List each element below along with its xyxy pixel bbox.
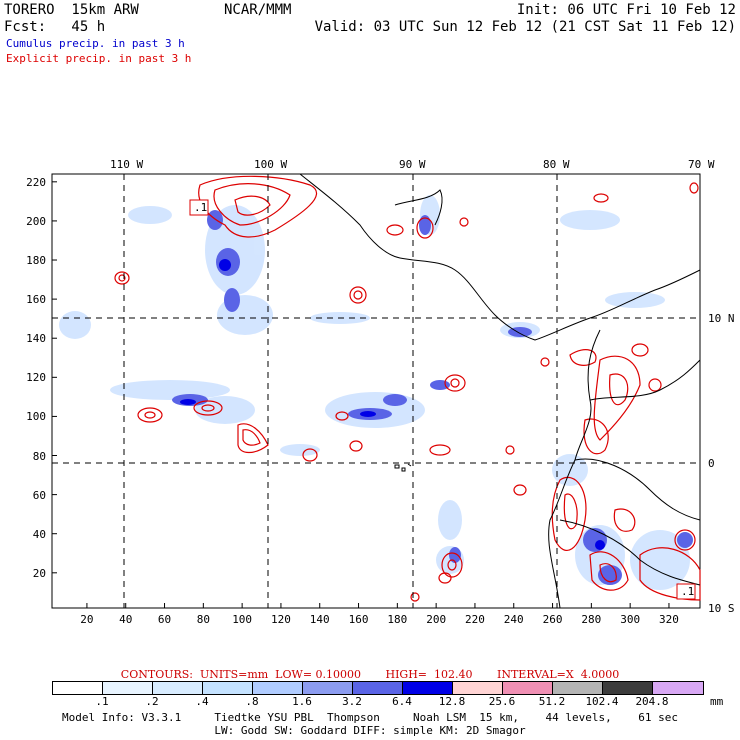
- box-label-2: .1: [681, 585, 695, 598]
- box-label-1: .1: [194, 201, 208, 214]
- explicit-precip-contours: [114, 175, 701, 602]
- x-tick-label: 40: [119, 613, 133, 626]
- lon-label-100w: 100 W: [254, 158, 288, 171]
- lat-label-10s: 10 S: [708, 602, 735, 615]
- cumulus-precip-areas: [59, 195, 693, 590]
- colorbar-label: 6.4: [392, 695, 412, 708]
- contour-info: CONTOURS: UNITS=mm LOW= 0.10000 HIGH= 10…: [120, 668, 620, 681]
- x-tick-label: 260: [542, 613, 563, 626]
- model-title: TORERO 15km ARW: [4, 2, 139, 18]
- field-cumulus-label: Cumulus precip. in past 3 h: [6, 37, 185, 50]
- x-tick-label: 120: [270, 613, 291, 626]
- x-tick-label: 320: [659, 613, 679, 626]
- x-tick-label: 80: [196, 613, 210, 626]
- colorbar-label: 1.6: [292, 695, 312, 708]
- colorbar-cell: [102, 681, 153, 695]
- forecast-hour: Fcst: 45 h: [4, 19, 106, 35]
- y-tick-label: 200: [26, 214, 46, 228]
- colorbar-cell: [302, 681, 353, 695]
- y-tick-label: 20: [32, 566, 46, 580]
- y-tick-label: 40: [32, 527, 46, 541]
- x-tick-label: 160: [348, 613, 369, 626]
- min-label-box-2: [676, 583, 696, 600]
- axis-ticks: [52, 181, 670, 608]
- lat-label-0: 0: [708, 457, 715, 470]
- y-tick-label: 180: [26, 254, 46, 268]
- colorbar-cell: [202, 681, 253, 695]
- init-time: Init: 06 UTC Fri 10 Feb 12: [516, 2, 736, 18]
- colorbar-cell: [252, 681, 303, 695]
- y-tick-label: 120: [26, 371, 46, 385]
- lon-label-110w: 110 W: [110, 158, 144, 171]
- y-tick-label: 80: [32, 449, 46, 463]
- colorbar-label: .2: [145, 695, 159, 708]
- x-tick-label: 20: [80, 613, 94, 626]
- colorbar-label: .8: [245, 695, 259, 708]
- x-tick-label: 100: [232, 613, 253, 626]
- valid-time: Valid: 03 UTC Sun 12 Feb 12 (21 CST Sat …: [314, 19, 736, 35]
- colorbar-cell: [652, 681, 704, 695]
- model-info-line2: LW: Godd SW: Goddard DIFF: simple KM: 2D…: [214, 724, 526, 737]
- colorbar-label: 25.6: [488, 695, 516, 708]
- y-tick-label: 100: [26, 410, 46, 424]
- colorbar-cell: [452, 681, 503, 695]
- colorbar-label: 3.2: [342, 695, 362, 708]
- coastlines: [299, 173, 701, 609]
- colorbar-label: .4: [195, 695, 209, 708]
- x-tick-label: 240: [503, 613, 524, 626]
- colorbar-label: 204.8: [635, 695, 669, 708]
- x-tick-label: 60: [157, 613, 172, 626]
- colorbar-cell: [402, 681, 453, 695]
- colorbar-cell: [52, 681, 103, 695]
- lon-label-90w: 90 W: [399, 158, 426, 171]
- latlon-grid: [52, 174, 700, 608]
- lon-label-80w: 80 W: [543, 158, 570, 171]
- y-tick-label: 160: [26, 293, 46, 307]
- colorbar-cell: [502, 681, 553, 695]
- map-frame: [51, 173, 701, 609]
- lon-label-70w: 70 W: [688, 158, 715, 171]
- x-tick-label: 180: [387, 613, 408, 626]
- y-tick-label: 220: [26, 175, 46, 189]
- colorbar-cell: [352, 681, 403, 695]
- colorbar-label: 12.8: [438, 695, 466, 708]
- x-tick-label: 300: [620, 613, 641, 626]
- lat-label-10n: 10 N: [708, 312, 735, 325]
- colorbar-unit: mm: [710, 695, 724, 708]
- model-info-line1: Model Info: V3.3.1 Tiedtke YSU PBL Thomp…: [62, 711, 678, 724]
- colorbar-label: .1: [95, 695, 109, 708]
- x-tick-label: 280: [581, 613, 602, 626]
- colorbar-cell: [602, 681, 653, 695]
- min-label-box-1: [189, 199, 209, 216]
- y-tick-label: 60: [32, 488, 46, 502]
- y-tick-label: 140: [26, 332, 46, 346]
- colorbar-cell: [152, 681, 203, 695]
- colorbar-cell: [552, 681, 603, 695]
- x-tick-label: 220: [465, 613, 485, 626]
- colorbar-label: 51.2: [538, 695, 566, 708]
- field-explicit-label: Explicit precip. in past 3 h: [6, 52, 192, 65]
- x-tick-label: 140: [309, 613, 330, 626]
- x-tick-label: 200: [426, 613, 447, 626]
- colorbar-label: 102.4: [585, 695, 619, 708]
- org-label: NCAR/MMM: [224, 2, 292, 18]
